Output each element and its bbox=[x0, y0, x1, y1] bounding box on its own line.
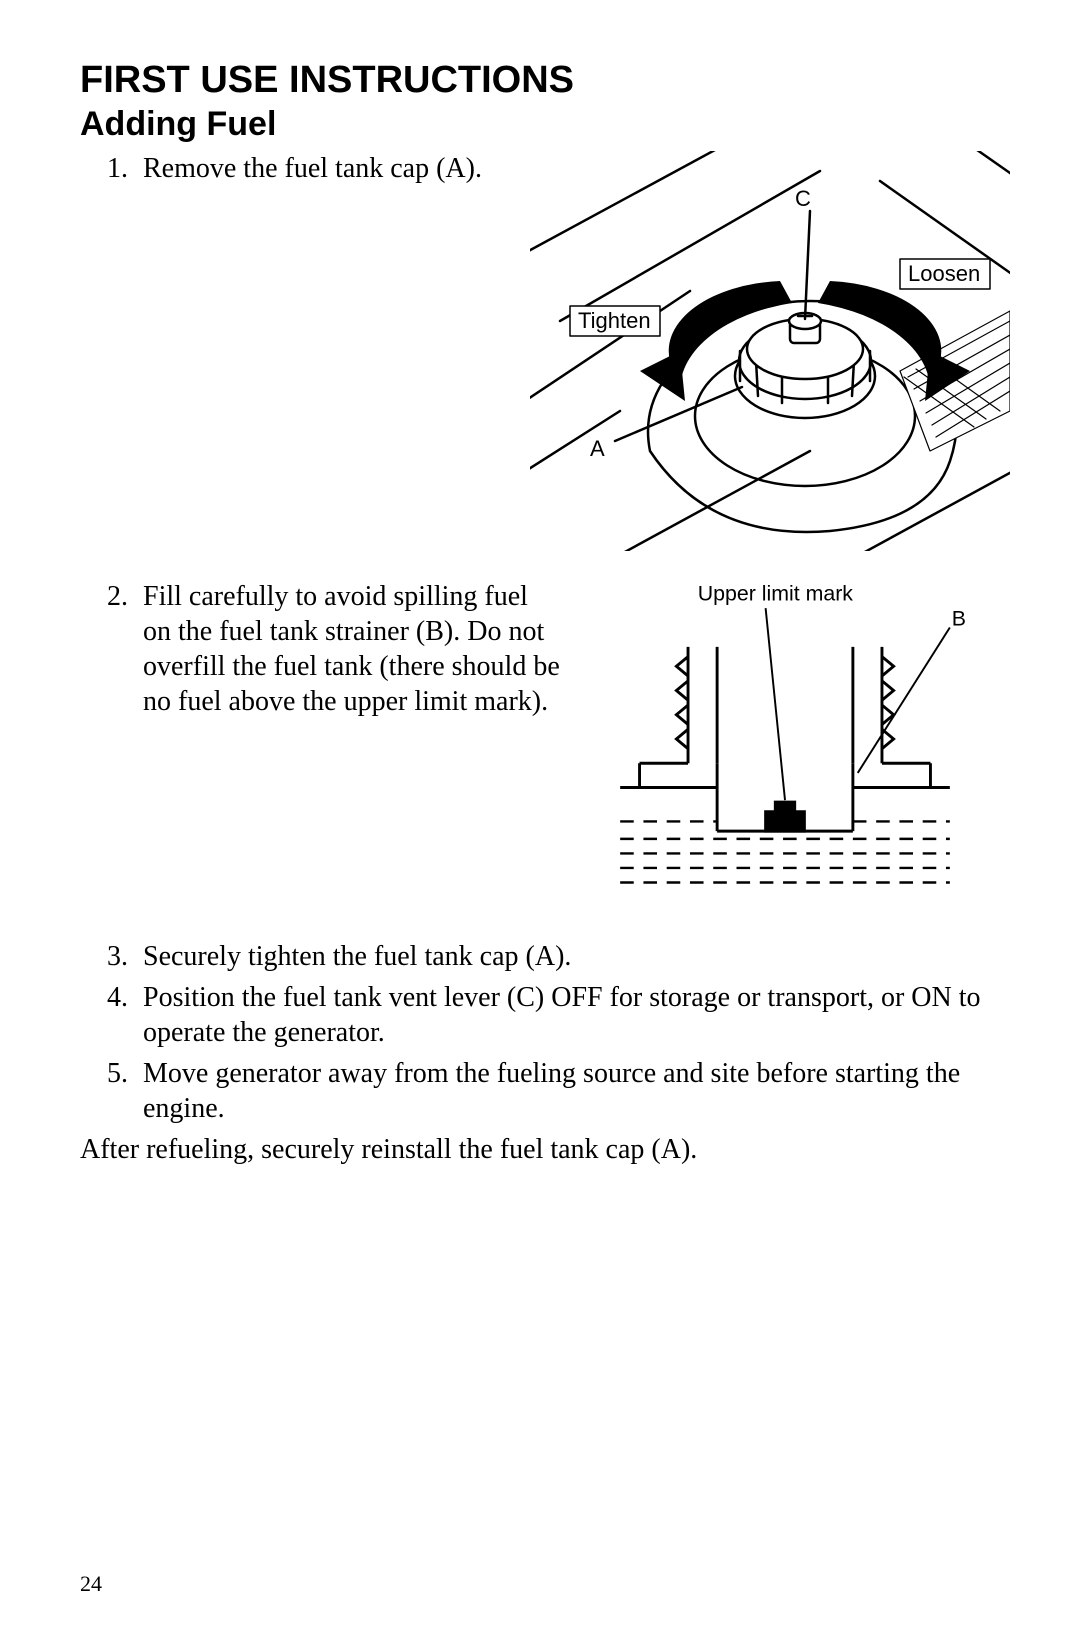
section-subheading: Adding Fuel bbox=[80, 106, 1000, 143]
step-4: Position the fuel tank vent lever (C) OF… bbox=[135, 980, 1000, 1050]
figure-fuel-cap: C A Tighten Loosen bbox=[530, 151, 1010, 551]
step-5: Move generator away from the fueling sou… bbox=[135, 1056, 1000, 1126]
after-note: After refueling, securely reinstall the … bbox=[80, 1132, 1000, 1167]
step-2: Fill carefully to avoid spilling fuel on… bbox=[135, 579, 560, 719]
figure2-label-b: B bbox=[952, 607, 966, 631]
figure1-label-c: C bbox=[795, 186, 811, 211]
figure1-label-a: A bbox=[590, 436, 605, 461]
figure1-label-loosen: Loosen bbox=[908, 261, 980, 286]
step-1: Remove the fuel tank cap (A). bbox=[135, 151, 510, 186]
step-3: Securely tighten the fuel tank cap (A). bbox=[135, 939, 1000, 974]
figure2-label-upper-limit: Upper limit mark bbox=[698, 582, 854, 606]
figure1-label-tighten: Tighten bbox=[578, 308, 651, 333]
section-heading: FIRST USE INSTRUCTIONS bbox=[80, 60, 1000, 102]
figure-strainer: Upper limit mark B bbox=[590, 579, 1000, 899]
page-number: 24 bbox=[80, 1571, 102, 1597]
